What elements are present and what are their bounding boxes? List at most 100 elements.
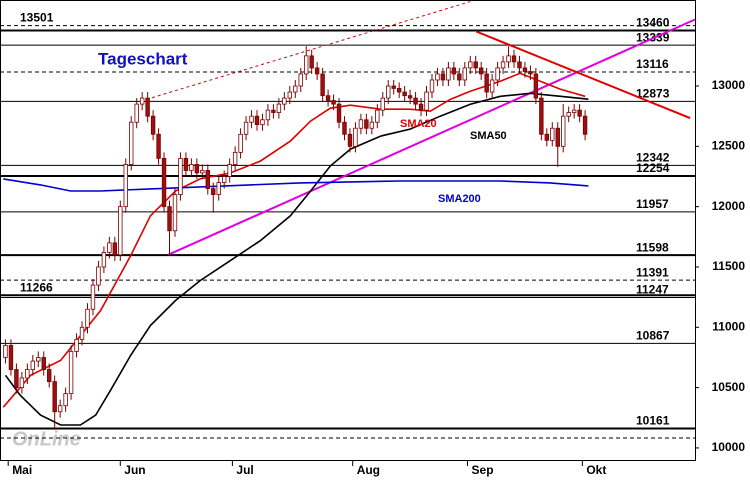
- candle-body: [74, 338, 79, 352]
- candle-body: [118, 206, 123, 256]
- candle-body: [375, 109, 380, 123]
- level-label: 10161: [636, 414, 670, 428]
- candle-body: [221, 176, 227, 183]
- candle-body: [446, 67, 451, 81]
- candle-body: [577, 109, 582, 117]
- candle-body: [123, 164, 128, 208]
- candle-body: [566, 112, 571, 117]
- candle-body: [194, 164, 200, 174]
- candle-body: [90, 284, 96, 310]
- watermark: OnLine: [12, 428, 81, 450]
- candle-body: [14, 369, 19, 389]
- candle-body: [429, 79, 435, 93]
- candle-body: [369, 121, 375, 129]
- x-tick-label: Aug: [357, 463, 380, 477]
- candle-body: [139, 97, 145, 105]
- candle-body: [134, 103, 139, 123]
- level-label: 12254: [636, 161, 670, 175]
- sma-label: SMA200: [438, 193, 481, 205]
- candle-body: [539, 97, 544, 135]
- candle-body: [489, 79, 495, 93]
- candle-body: [364, 119, 369, 129]
- candle-body: [533, 73, 539, 99]
- candle-body: [260, 119, 265, 126]
- y-tick-label: 12000: [712, 199, 746, 213]
- candle-body: [293, 85, 298, 93]
- candle-body: [79, 326, 85, 340]
- candle-body: [156, 133, 161, 159]
- candle-body: [161, 158, 167, 208]
- candle-body: [112, 242, 118, 256]
- candle-body: [150, 115, 156, 135]
- x-tick-label: Jul: [236, 463, 253, 477]
- candle-body: [500, 61, 506, 69]
- y-tick-label: 13000: [712, 78, 746, 92]
- candle-body: [30, 360, 36, 370]
- candle-body: [254, 115, 260, 126]
- candle-body: [506, 55, 511, 63]
- chart-title: Tageschart: [98, 49, 188, 68]
- x-tick-label: Mai: [12, 463, 32, 477]
- candle-body: [391, 85, 396, 89]
- candle-body: [243, 121, 249, 135]
- candle-body: [298, 73, 303, 87]
- candle-body: [457, 73, 462, 81]
- y-tick-label: 10500: [712, 380, 746, 394]
- candle-body: [358, 119, 364, 129]
- candle-body: [238, 133, 243, 153]
- candle-body: [178, 158, 183, 195]
- candle-body: [216, 182, 221, 195]
- candle-body: [495, 67, 500, 81]
- candle-body: [304, 55, 309, 75]
- sma-line: [2, 72, 586, 408]
- candle-body: [189, 164, 194, 171]
- level-label: 10867: [636, 329, 670, 343]
- x-tick-label: Okt: [586, 463, 606, 477]
- y-tick-label: 10000: [712, 440, 746, 454]
- candle-body: [101, 252, 107, 268]
- candle-body: [314, 67, 320, 75]
- candle-body: [320, 73, 325, 97]
- candle-body: [435, 73, 440, 81]
- candle-body: [473, 61, 478, 69]
- candle-body: [200, 170, 205, 174]
- candle-body: [451, 67, 457, 75]
- plot-frame: [0, 0, 696, 461]
- level-label: 13116: [636, 57, 669, 71]
- y-tick-label: 11000: [712, 319, 745, 333]
- candle-body: [571, 109, 577, 113]
- candle-body: [3, 344, 8, 358]
- candle-body: [347, 133, 353, 147]
- candle-body: [249, 115, 254, 123]
- candle-body: [325, 95, 331, 101]
- candle-body: [468, 61, 473, 69]
- candle-body: [172, 194, 178, 232]
- candle-body: [336, 103, 342, 123]
- candle-body: [41, 357, 46, 370]
- candle-body: [57, 405, 63, 413]
- level-label: 11598: [636, 240, 669, 254]
- level-label: 13501: [20, 11, 54, 25]
- candle-body: [386, 85, 391, 99]
- level-label: 12873: [636, 87, 670, 101]
- y-tick-label: 12500: [712, 139, 746, 153]
- candle-body: [544, 133, 550, 141]
- sma-label: SMA50: [470, 130, 507, 142]
- candle-body: [145, 97, 150, 117]
- trend-line: [167, 18, 696, 256]
- candle-body: [550, 127, 555, 141]
- sma-line: [4, 92, 589, 426]
- candle-body: [265, 109, 271, 121]
- sma-line: [3, 178, 589, 192]
- candle-body: [413, 97, 418, 105]
- candle-body: [418, 103, 424, 111]
- candle-body: [342, 121, 347, 135]
- candle-body: [561, 115, 566, 147]
- candle-body: [211, 188, 216, 195]
- candle-body: [402, 91, 407, 97]
- candle-body: [582, 115, 588, 135]
- candle-body: [424, 91, 429, 111]
- candle-body: [52, 381, 57, 413]
- candle-body: [129, 121, 134, 165]
- level-label: 11266: [20, 280, 53, 294]
